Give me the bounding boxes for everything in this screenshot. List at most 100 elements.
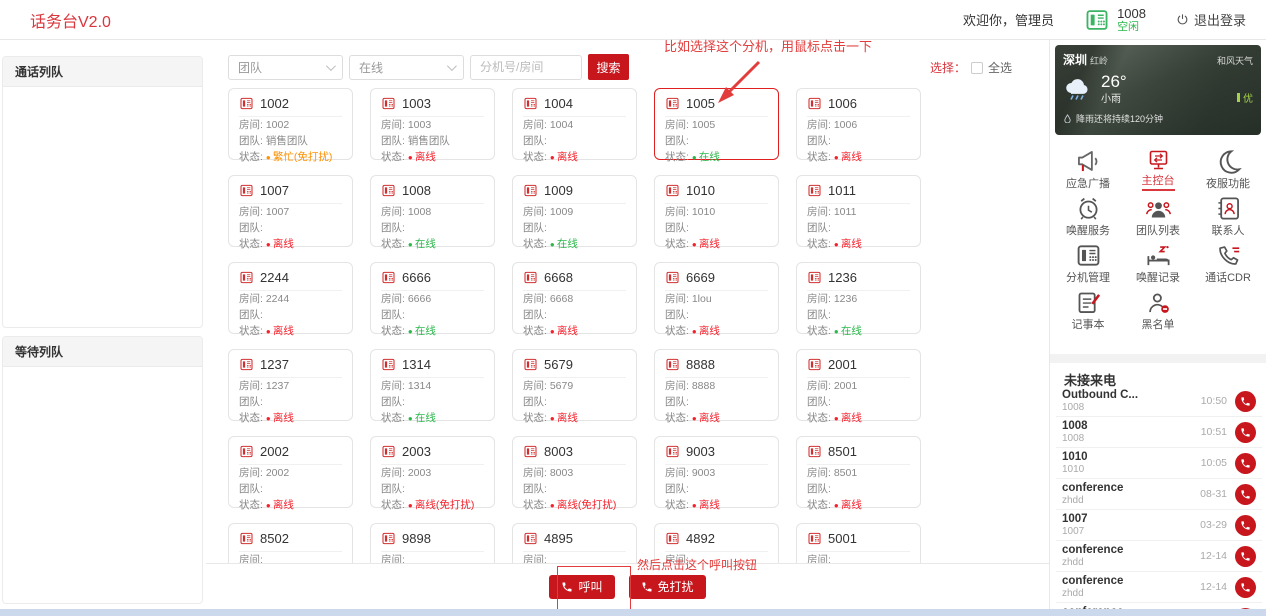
search-button[interactable]: 搜索 bbox=[588, 54, 629, 80]
menu-item-main-console[interactable]: 主控台 bbox=[1123, 148, 1193, 191]
status-label: 状态: bbox=[665, 412, 692, 424]
extension-card[interactable]: 1008 房间: 1008 团队: 状态: 在线 bbox=[370, 175, 495, 250]
extension-card[interactable]: 8502 房间: 团队: 状态: bbox=[228, 523, 353, 563]
agent-phone-icon bbox=[1084, 7, 1110, 33]
extension-card[interactable]: 5001 房间: 团队: 状态: bbox=[796, 523, 921, 563]
menu-item-night-mode[interactable]: 夜服功能 bbox=[1193, 148, 1263, 191]
extension-card[interactable]: 1009 房间: 1009 团队: 状态: 在线 bbox=[512, 175, 637, 250]
extension-card[interactable]: 1314 房间: 1314 团队: 状态: 在线 bbox=[370, 349, 495, 424]
menu-item-extension-management[interactable]: 分机管理 bbox=[1053, 242, 1123, 285]
extension-card[interactable]: 2244 房间: 2244 团队: 状态: 离线 bbox=[228, 262, 353, 337]
menu-item-team-list[interactable]: 团队列表 bbox=[1123, 195, 1193, 238]
extension-card[interactable]: 2003 房间: 2003 团队: 状态: 离线(免打扰) bbox=[370, 436, 495, 511]
extension-card[interactable]: 1006 房间: 1006 团队: 状态: 离线 bbox=[796, 88, 921, 163]
weather-temp: 26° bbox=[1101, 72, 1127, 91]
call-button[interactable]: 呼叫 bbox=[549, 574, 615, 599]
extension-card[interactable]: 1236 房间: 1236 团队: 状态: 在线 bbox=[796, 262, 921, 337]
extension-card[interactable]: 1002 房间: 1002 团队: 销售团队 状态: 繁忙(免打扰) bbox=[228, 88, 353, 163]
extension-number: 1236 bbox=[828, 270, 857, 285]
extension-card[interactable]: 2001 房间: 2001 团队: 状态: 离线 bbox=[796, 349, 921, 424]
room-label: 房间: bbox=[239, 467, 266, 479]
extension-card[interactable]: 8888 房间: 8888 团队: 状态: 离线 bbox=[654, 349, 779, 424]
extension-room-row: 房间: 8501 bbox=[807, 466, 910, 481]
extension-number: 1237 bbox=[260, 357, 289, 372]
room-label: 房间: bbox=[665, 119, 692, 131]
callback-button[interactable] bbox=[1235, 421, 1256, 443]
room-value: 2003 bbox=[407, 467, 432, 479]
search-input[interactable] bbox=[470, 54, 582, 80]
extension-card[interactable]: 6669 房间: 1lou 团队: 状态: 离线 bbox=[654, 262, 779, 337]
missed-call-item[interactable]: 1008 1008 10:51 bbox=[1056, 417, 1262, 448]
missed-call-subtitle: 1010 bbox=[1062, 463, 1085, 475]
extension-card[interactable]: 8003 房间: 8003 团队: 状态: 离线(免打扰) bbox=[512, 436, 637, 511]
extension-card[interactable]: 4892 房间: 团队: 状态: bbox=[654, 523, 779, 563]
status-select[interactable]: 在线 bbox=[349, 54, 464, 80]
extension-card[interactable]: 1004 房间: 1004 团队: 状态: 离线 bbox=[512, 88, 637, 163]
extension-card[interactable]: 9003 房间: 9003 团队: 状态: 离线 bbox=[654, 436, 779, 511]
status-label: 状态: bbox=[807, 412, 834, 424]
missed-call-text: 1008 1008 bbox=[1062, 420, 1088, 445]
extension-room-row: 房间: 1314 bbox=[381, 379, 484, 394]
status-value: 离线(免打扰) bbox=[408, 499, 475, 511]
menu-item-blacklist[interactable]: 黑名单 bbox=[1123, 289, 1193, 332]
extension-card[interactable]: 8501 房间: 8501 团队: 状态: 离线 bbox=[796, 436, 921, 511]
extension-number: 1003 bbox=[402, 96, 431, 111]
extension-phone-icon bbox=[381, 270, 396, 285]
missed-call-item[interactable]: 1010 1010 10:05 bbox=[1056, 448, 1262, 479]
extension-card[interactable]: 1010 房间: 1010 团队: 状态: 离线 bbox=[654, 175, 779, 250]
room-label: 房间: bbox=[239, 119, 266, 131]
missed-call-item[interactable]: conference zhdd 08-31 bbox=[1056, 479, 1262, 510]
menu-item-call-cdr[interactable]: 通话CDR bbox=[1193, 242, 1263, 285]
extension-status-row: 状态: 在线 bbox=[381, 237, 484, 252]
extension-team-row: 团队: bbox=[381, 395, 484, 410]
menu-item-notepad[interactable]: 记事本 bbox=[1053, 289, 1123, 332]
logout-button[interactable]: 退出登录 bbox=[1176, 10, 1246, 29]
extension-number: 8502 bbox=[260, 531, 289, 546]
extension-card[interactable]: 1011 房间: 1011 团队: 状态: 离线 bbox=[796, 175, 921, 250]
callback-button[interactable] bbox=[1235, 452, 1256, 474]
menu-item-emergency-broadcast[interactable]: 应急广播 bbox=[1053, 148, 1123, 191]
extension-card[interactable]: 6666 房间: 6666 团队: 状态: 在线 bbox=[370, 262, 495, 337]
status-value: 离线 bbox=[692, 325, 720, 337]
callback-button[interactable] bbox=[1235, 545, 1256, 567]
missed-call-time: 03-29 bbox=[1200, 519, 1227, 531]
missed-call-item[interactable]: 1007 1007 03-29 bbox=[1056, 510, 1262, 541]
missed-call-item[interactable]: Outbound C... 1008 10:50 bbox=[1056, 386, 1262, 417]
menu-item-wakeup-service[interactable]: 唤醒服务 bbox=[1053, 195, 1123, 238]
room-value: 9003 bbox=[691, 467, 716, 479]
extension-phone-icon bbox=[381, 357, 396, 372]
missed-call-item[interactable]: conference zhdd 12-14 bbox=[1056, 541, 1262, 572]
team-label: 团队: bbox=[381, 135, 408, 147]
extension-card[interactable]: 2002 房间: 2002 团队: 状态: 离线 bbox=[228, 436, 353, 511]
menu-item-wakeup-records[interactable]: 唤醒记录 bbox=[1123, 242, 1193, 285]
status-value: 离线 bbox=[834, 412, 862, 424]
team-select[interactable]: 团队 bbox=[228, 54, 343, 80]
missed-call-text: conference zhdd bbox=[1062, 575, 1123, 600]
extension-card[interactable]: 4895 房间: 团队: 状态: bbox=[512, 523, 637, 563]
callback-button[interactable] bbox=[1235, 483, 1256, 505]
missed-call-name: conference bbox=[1062, 543, 1124, 556]
extension-card[interactable]: 1005 房间: 1005 团队: 状态: 在线 bbox=[654, 88, 779, 163]
extension-card[interactable]: 1237 房间: 1237 团队: 状态: 离线 bbox=[228, 349, 353, 424]
extension-card[interactable]: 1003 房间: 1003 团队: 销售团队 状态: 离线 bbox=[370, 88, 495, 163]
extension-number: 1010 bbox=[686, 183, 715, 198]
room-label: 房间: bbox=[665, 380, 692, 392]
extension-room-row: 房间: 2002 bbox=[239, 466, 342, 481]
select-all-checkbox[interactable] bbox=[971, 61, 984, 74]
status-label: 状态: bbox=[523, 151, 550, 163]
annotation-call-hint: 然后点击这个呼叫按钮 bbox=[637, 558, 758, 572]
missed-call-name: conference bbox=[1062, 574, 1124, 587]
extension-card[interactable]: 9898 房间: 团队: 状态: bbox=[370, 523, 495, 563]
callback-button[interactable] bbox=[1235, 576, 1256, 598]
callback-button[interactable] bbox=[1235, 390, 1256, 412]
missed-call-item[interactable]: conference zhdd 12-14 bbox=[1056, 572, 1262, 603]
extension-room-row: 房间: 1007 bbox=[239, 205, 342, 220]
extension-room-row: 房间: 1lou bbox=[665, 292, 768, 307]
extension-card[interactable]: 1007 房间: 1007 团队: 状态: 离线 bbox=[228, 175, 353, 250]
extension-card[interactable]: 5679 房间: 5679 团队: 状态: 离线 bbox=[512, 349, 637, 424]
menu-item-contacts[interactable]: 联系人 bbox=[1193, 195, 1263, 238]
missed-call-subtitle: 1008 bbox=[1062, 401, 1085, 413]
callback-button[interactable] bbox=[1235, 514, 1256, 536]
extension-card[interactable]: 6668 房间: 6668 团队: 状态: 离线 bbox=[512, 262, 637, 337]
dnd-button[interactable]: 免打扰 bbox=[628, 574, 706, 599]
